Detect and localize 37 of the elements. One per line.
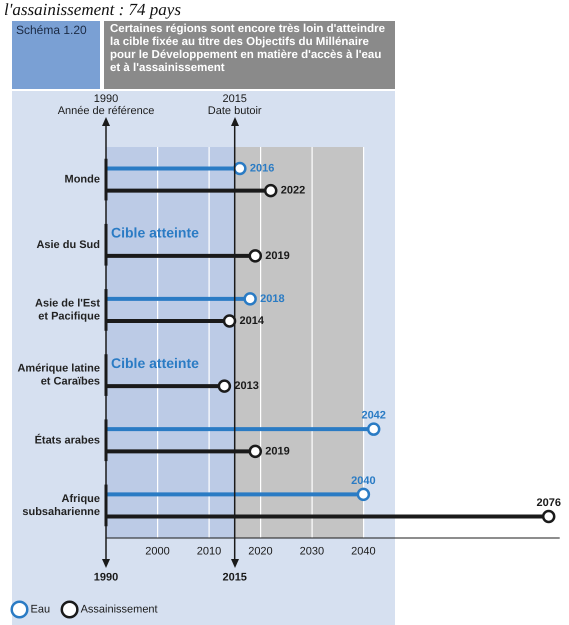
x-tick-label: 2000 <box>145 546 170 558</box>
chart-subtitle: Schéma 1.20 <box>12 21 100 89</box>
data-label: 2018 <box>260 292 285 305</box>
ref-line-label: 1990 Année de référence <box>58 93 154 117</box>
data-label: 2014 <box>240 315 265 328</box>
x-tick-label: 2030 <box>300 546 324 558</box>
x-tick-label: 2040 <box>351 546 376 558</box>
point <box>248 249 262 263</box>
x-tick-label: 2020 <box>248 546 273 558</box>
ref-line-label: 2015 Date butoir <box>208 93 262 117</box>
data-label: 2042 <box>361 410 386 422</box>
text: 2015 <box>222 572 247 584</box>
data-label: 2076 <box>536 497 561 510</box>
y-tick-label: Afrique subsaharienne <box>22 492 100 518</box>
point <box>248 444 262 458</box>
y-tick-label: Asie de l'Est et Pacifique <box>35 297 100 323</box>
point <box>542 510 556 524</box>
text: l'assainissement : 74 pays <box>4 0 181 19</box>
text: 1990 <box>94 572 118 584</box>
data-label: 2019 <box>265 445 290 458</box>
data-label: 2040 <box>351 474 376 487</box>
y-tick-label: États arabes <box>34 433 100 446</box>
legend-label: Eau <box>30 604 50 616</box>
data-label: 2022 <box>280 184 306 197</box>
y-tick-label: Amérique latine et Caraïbes <box>17 362 100 388</box>
y-tick-label: Asie du Sud <box>36 238 100 251</box>
x-tick-label: 2010 <box>196 546 222 558</box>
data-label: 2016 <box>250 162 274 175</box>
annotation: Cible atteinte <box>111 354 200 371</box>
point <box>264 184 278 198</box>
annotation: Cible atteinte <box>111 224 200 241</box>
chart-title: Certaines régions sont encore très loin d'atteindre la cible fixée au titre des Objectifs du Millénaire pour le Développement en matière d'accès à l'eau et à l'assainissement <box>104 21 395 89</box>
point <box>222 314 236 328</box>
data-label: 2019 <box>265 250 290 262</box>
legend-label: Assainissement <box>80 604 158 616</box>
y-tick-label: Monde <box>64 174 100 186</box>
point <box>218 379 232 393</box>
